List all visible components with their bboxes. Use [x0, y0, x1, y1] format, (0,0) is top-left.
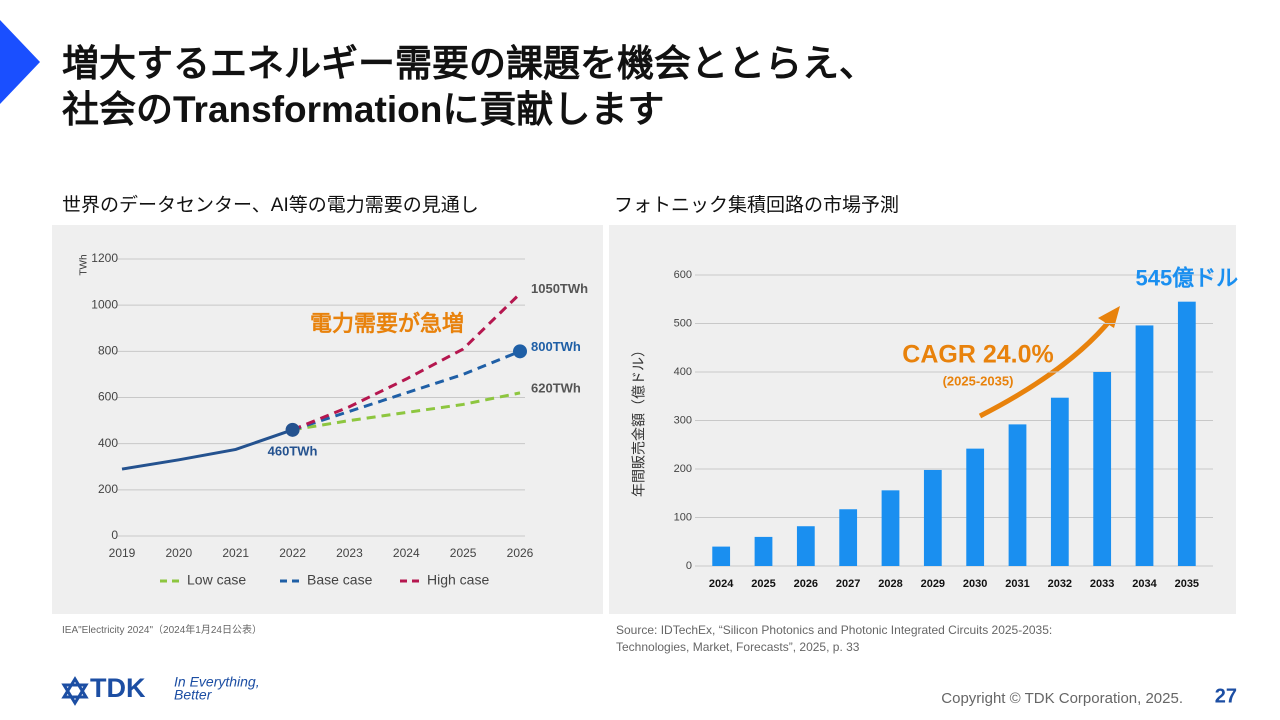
bar	[1050, 397, 1069, 566]
y-tick-label: 400	[674, 366, 692, 378]
x-tick-label: 2020	[166, 546, 193, 560]
x-tick-label: 2024	[709, 578, 734, 590]
data-label: 800TWh	[531, 339, 581, 354]
x-tick-label: 2030	[963, 578, 987, 590]
bar	[796, 526, 815, 566]
y-axis-label: TWh	[79, 254, 90, 275]
y-tick-label: 1000	[91, 297, 118, 311]
bar	[754, 536, 773, 566]
bar	[839, 509, 858, 566]
page-number: 27	[1215, 685, 1237, 707]
bar	[1135, 325, 1154, 566]
series-line	[292, 349, 521, 432]
x-tick-label: 2024	[393, 546, 420, 560]
tagline: Better	[174, 687, 213, 703]
x-tick-label: 2035	[1175, 578, 1199, 590]
bar	[712, 546, 731, 566]
chart-title: 世界のデータセンター、AI等の電力需要の見通し	[62, 194, 479, 216]
x-tick-label: 2026	[507, 546, 534, 560]
title-line: 増大するエネルギー需要の課題を機会ととらえ、	[62, 43, 876, 84]
data-label: 545億ドル	[1135, 265, 1238, 290]
accent	[0, 20, 40, 104]
y-tick-label: 600	[674, 269, 692, 281]
x-tick-label: 2027	[836, 578, 860, 590]
y-tick-label: 400	[98, 436, 118, 450]
y-tick-label: 300	[674, 414, 692, 426]
x-tick-label: 2028	[878, 578, 902, 590]
x-tick-label: 2026	[794, 578, 818, 590]
x-tick-label: 2025	[450, 546, 477, 560]
chart-title: フォトニック集積回路の市場予測	[614, 194, 899, 216]
data-label: 620TWh	[531, 380, 581, 395]
y-tick-label: 600	[98, 390, 118, 404]
bar	[923, 469, 942, 566]
point-marker	[285, 422, 300, 437]
copyright: Copyright © TDK Corporation, 2025.	[941, 690, 1183, 707]
y-tick-label: 500	[674, 317, 692, 329]
series-line	[121, 428, 294, 471]
series-line	[292, 292, 522, 432]
x-tick-label: 2033	[1090, 578, 1114, 590]
y-tick-label: 1200	[91, 251, 118, 265]
y-tick-label: 0	[111, 528, 118, 542]
y-tick-label: 200	[674, 463, 692, 475]
x-tick-label: 2022	[279, 546, 306, 560]
legend-label: High case	[427, 572, 489, 588]
x-tick-label: 2034	[1132, 578, 1157, 590]
y-tick-label: 0	[686, 560, 692, 572]
title-line: 社会のTransformationに貢献します	[62, 89, 664, 130]
bar	[1093, 372, 1112, 566]
point-marker	[513, 344, 527, 359]
legend-label: Low case	[187, 572, 246, 588]
series-line	[292, 391, 521, 432]
x-tick-label: 2029	[921, 578, 945, 590]
source: Source: IDTechEx, “Silicon Photonics and…	[616, 623, 1053, 654]
y-tick-label: 200	[98, 482, 118, 496]
annotation: (2025-2035)	[943, 373, 1014, 388]
x-tick-label: 2031	[1005, 578, 1029, 590]
logo-emblem	[61, 676, 89, 706]
y-tick-label: 100	[674, 511, 692, 523]
arrow-head	[1098, 306, 1120, 328]
data-label: 460TWh	[268, 443, 318, 458]
bar	[881, 490, 900, 566]
data-label: 1050TWh	[531, 281, 588, 296]
x-tick-label: 2021	[222, 546, 249, 560]
source: IEA"Electricity 2024"（2024年1月24日公表）	[62, 625, 262, 636]
tagline: In Everything,	[174, 674, 260, 690]
legend-label: Base case	[307, 572, 373, 588]
logo: TDK	[90, 673, 146, 703]
bar	[966, 448, 985, 566]
x-tick-label: 2023	[336, 546, 363, 560]
annotation: CAGR 24.0%	[902, 341, 1053, 369]
x-tick-label: 2025	[751, 578, 775, 590]
annotation: 電力需要が急増	[310, 311, 464, 336]
x-tick-label: 2019	[109, 546, 136, 560]
arrow	[978, 316, 1114, 419]
y-axis-label: 年間販売金額（億ドル）	[631, 343, 647, 497]
bar	[1008, 424, 1027, 566]
y-tick-label: 800	[98, 344, 118, 358]
bar	[1177, 301, 1196, 566]
x-tick-label: 2032	[1048, 578, 1072, 590]
